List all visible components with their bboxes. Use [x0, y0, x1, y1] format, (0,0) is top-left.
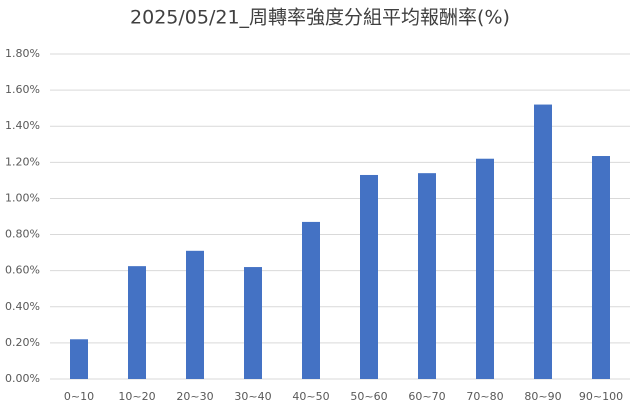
bar: [476, 158, 494, 379]
bar: [302, 221, 320, 379]
y-tick-label: 0.00%: [5, 372, 40, 385]
y-tick-label: 1.60%: [5, 83, 40, 96]
bar: [592, 156, 610, 379]
y-tick-label: 0.80%: [5, 228, 40, 241]
x-tick-label: 20~30: [176, 390, 213, 403]
bar: [70, 339, 88, 379]
y-tick-label: 1.40%: [5, 119, 40, 132]
x-tick-label: 60~70: [408, 390, 445, 403]
y-tick-label: 0.60%: [5, 264, 40, 277]
y-tick-label: 1.20%: [5, 155, 40, 168]
x-tick-label: 80~90: [524, 390, 561, 403]
bar: [244, 267, 262, 379]
x-tick-label: 0~10: [64, 390, 94, 403]
bar: [186, 250, 204, 379]
chart-title: 2025/05/21_周轉率強度分組平均報酬率(%): [130, 7, 510, 29]
x-tick-label: 90~100: [579, 390, 623, 403]
bar: [128, 266, 146, 379]
x-tick-label: 10~20: [118, 390, 155, 403]
x-tick-label: 40~50: [292, 390, 329, 403]
x-tick-label: 50~60: [350, 390, 387, 403]
y-tick-label: 1.80%: [5, 47, 40, 60]
x-tick-label: 70~80: [466, 390, 503, 403]
bar: [418, 173, 436, 379]
bar: [534, 104, 552, 380]
bar: [360, 174, 378, 379]
y-tick-label: 0.20%: [5, 336, 40, 349]
y-tick-label: 0.40%: [5, 300, 40, 313]
y-tick-label: 1.00%: [5, 191, 40, 204]
x-tick-label: 30~40: [234, 390, 271, 403]
